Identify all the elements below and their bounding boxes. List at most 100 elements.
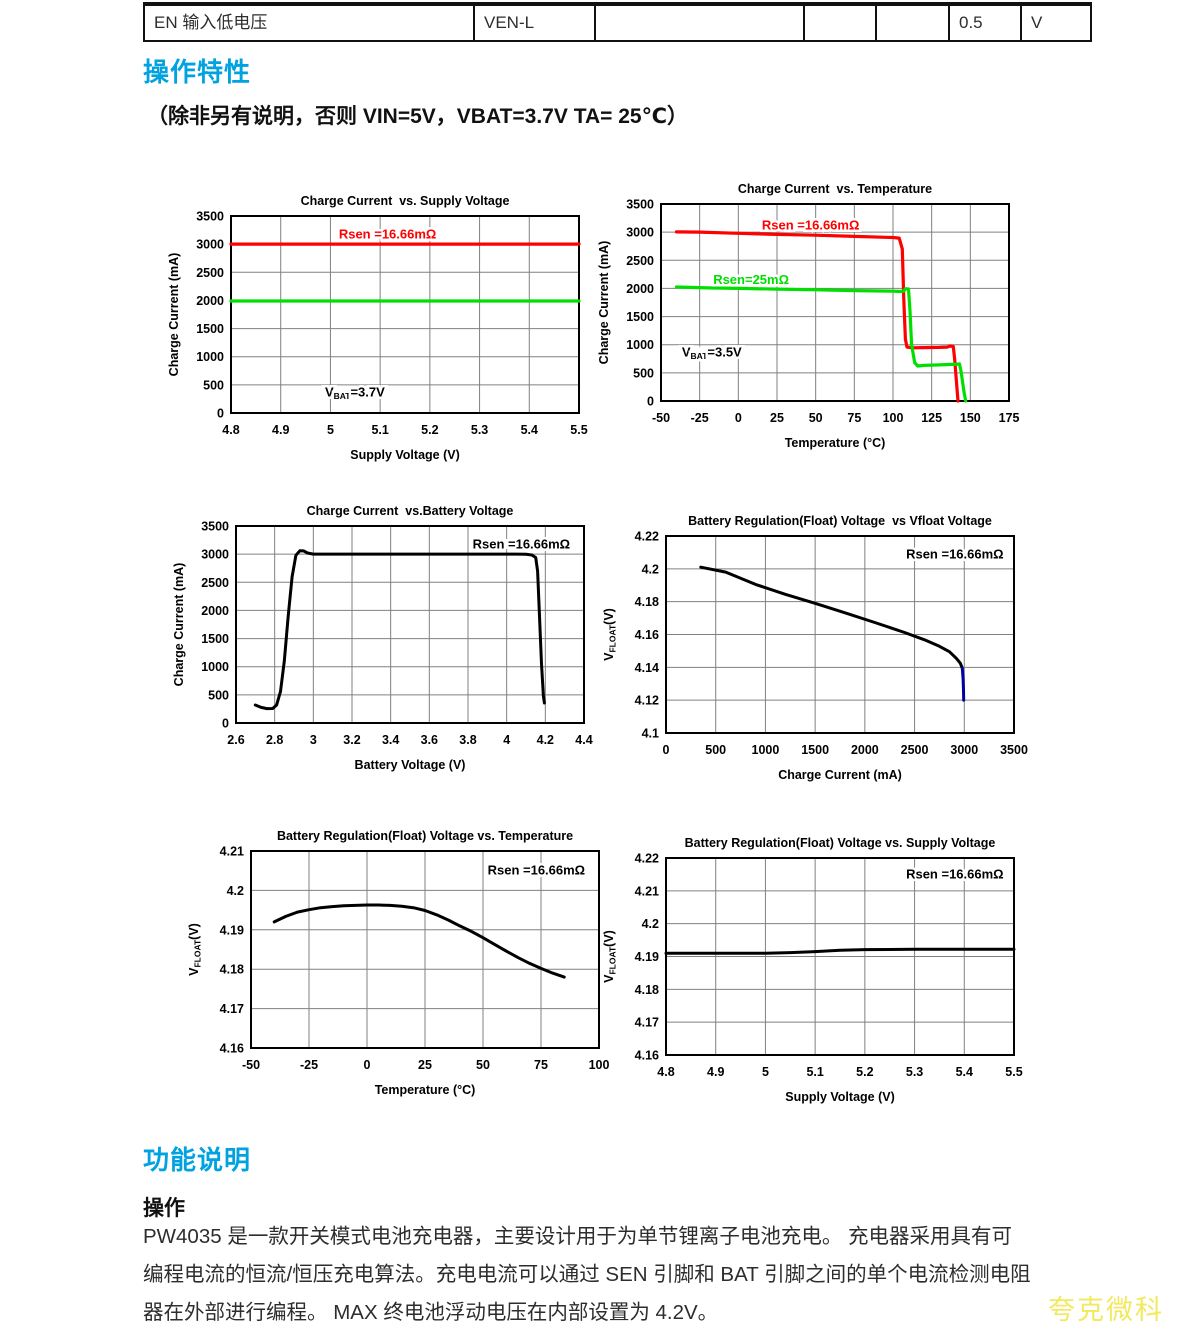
svg-text:2500: 2500 <box>626 254 654 268</box>
svg-text:4.16: 4.16 <box>635 628 659 642</box>
svg-text:4.17: 4.17 <box>635 1016 659 1030</box>
svg-text:Rsen =16.66mΩ: Rsen =16.66mΩ <box>473 537 571 552</box>
chart-float-voltage-vs-charge-current: Battery Regulation(Float) Voltage vs Vfl… <box>598 508 1028 793</box>
svg-text:2.6: 2.6 <box>227 733 244 747</box>
svg-text:5.3: 5.3 <box>471 423 488 437</box>
svg-text:3000: 3000 <box>201 548 229 562</box>
section-title-function-description: 功能说明 <box>143 1145 252 1175</box>
svg-text:4.22: 4.22 <box>635 852 659 866</box>
svg-text:4.19: 4.19 <box>635 950 659 964</box>
svg-text:3000: 3000 <box>196 238 224 252</box>
svg-text:4.16: 4.16 <box>220 1042 244 1056</box>
svg-text:2000: 2000 <box>851 743 879 757</box>
svg-text:VFLOAT(V): VFLOAT(V) <box>602 608 618 661</box>
svg-text:Battery Voltage (V): Battery Voltage (V) <box>355 758 466 772</box>
svg-text:2.8: 2.8 <box>266 733 283 747</box>
svg-text:3500: 3500 <box>1000 743 1028 757</box>
svg-text:0: 0 <box>217 407 224 421</box>
svg-text:500: 500 <box>208 688 229 702</box>
svg-text:Charge Current (mA): Charge Current (mA) <box>778 768 902 782</box>
svg-text:25: 25 <box>418 1058 432 1072</box>
svg-text:1000: 1000 <box>752 743 780 757</box>
svg-text:Charge Current vs. Temperatur: Charge Current vs. Temperature <box>738 182 932 196</box>
svg-text:4.22: 4.22 <box>635 530 659 544</box>
svg-text:2000: 2000 <box>626 282 654 296</box>
chart-svg: Charge Current vs.Battery Voltage 2.6 2.8 3… <box>172 504 593 772</box>
svg-text:50: 50 <box>809 411 823 425</box>
svg-text:4.2: 4.2 <box>642 917 659 931</box>
svg-text:3000: 3000 <box>626 226 654 240</box>
svg-text:150: 150 <box>960 411 981 425</box>
svg-text:4.21: 4.21 <box>635 884 659 898</box>
spec-max: 0.5 <box>950 6 1022 40</box>
svg-text:3000: 3000 <box>950 743 978 757</box>
svg-text:4.9: 4.9 <box>272 423 289 437</box>
svg-text:4.4: 4.4 <box>575 733 592 747</box>
chart-svg: Charge Current vs. Supply Voltage 4.8 4.9 5… <box>167 194 588 462</box>
svg-text:4.9: 4.9 <box>707 1065 724 1079</box>
svg-text:4.17: 4.17 <box>220 1002 244 1016</box>
chart-charge-current-vs-battery-voltage: Charge Current vs.Battery Voltage 2.6 2.8 3… <box>168 498 598 783</box>
chart-charge-current-vs-supply-voltage: Charge Current vs. Supply Voltage 4.8 4.9 5… <box>163 188 593 473</box>
svg-text:4.2: 4.2 <box>227 884 244 898</box>
spec-unit: V <box>1031 13 1043 32</box>
svg-text:3: 3 <box>310 733 317 747</box>
svg-text:3500: 3500 <box>196 210 224 224</box>
svg-text:0: 0 <box>364 1058 371 1072</box>
svg-text:100: 100 <box>883 411 904 425</box>
svg-text:4.18: 4.18 <box>635 983 659 997</box>
svg-text:125: 125 <box>921 411 942 425</box>
svg-text:3500: 3500 <box>201 520 229 534</box>
svg-text:-25: -25 <box>691 411 709 425</box>
spec-min <box>805 6 877 40</box>
svg-text:5.1: 5.1 <box>371 423 388 437</box>
svg-text:2000: 2000 <box>201 604 229 618</box>
svg-text:4.2: 4.2 <box>642 562 659 576</box>
test-conditions-note: （除非另有说明，否则 VIN=5V，VBAT=3.7V TA= 25℃） <box>147 105 689 128</box>
svg-text:Supply Voltage (V): Supply Voltage (V) <box>785 1090 895 1104</box>
spec-typ <box>877 6 950 40</box>
svg-text:0: 0 <box>647 395 654 409</box>
svg-text:0: 0 <box>663 743 670 757</box>
chart-charge-current-vs-temperature: Charge Current vs. Temperature -50 -25 0 25 5… <box>593 176 1023 461</box>
svg-text:Temperature (°C): Temperature (°C) <box>785 436 886 450</box>
svg-text:1500: 1500 <box>801 743 829 757</box>
svg-text:VBAT=3.7V: VBAT=3.7V <box>325 384 385 401</box>
svg-text:Supply Voltage (V): Supply Voltage (V) <box>350 448 460 462</box>
svg-text:2500: 2500 <box>901 743 929 757</box>
svg-text:3.6: 3.6 <box>421 733 438 747</box>
svg-text:2500: 2500 <box>196 266 224 280</box>
svg-text:4.2: 4.2 <box>537 733 554 747</box>
svg-text:4.18: 4.18 <box>220 963 244 977</box>
paragraph-line: 器在外部进行编程。 MAX 终电池浮动电压在内部设置为 4.2V。 <box>143 1301 719 1324</box>
svg-text:3500: 3500 <box>626 198 654 212</box>
svg-text:-50: -50 <box>652 411 670 425</box>
spec-conditions <box>596 6 805 40</box>
chart-float-voltage-vs-temperature: Battery Regulation(Float) Voltage vs. Te… <box>183 823 613 1108</box>
svg-text:500: 500 <box>705 743 726 757</box>
svg-text:4.1: 4.1 <box>642 727 659 741</box>
svg-text:1500: 1500 <box>626 310 654 324</box>
svg-text:Charge Current (mA): Charge Current (mA) <box>172 563 186 687</box>
svg-text:-25: -25 <box>300 1058 318 1072</box>
chart-svg: Charge Current vs. Temperature -50 -25 0 25 5… <box>597 182 1019 450</box>
spec-symbol: VEN-L <box>475 6 596 40</box>
svg-text:3.2: 3.2 <box>343 733 360 747</box>
subsection-title-operation: 操作 <box>143 1197 185 1220</box>
svg-text:5: 5 <box>327 423 334 437</box>
svg-text:1000: 1000 <box>626 338 654 352</box>
chart-svg: Battery Regulation(Float) Voltage vs Vfl… <box>602 514 1028 782</box>
svg-text:5.1: 5.1 <box>806 1065 823 1079</box>
svg-text:75: 75 <box>847 411 861 425</box>
svg-text:5.2: 5.2 <box>421 423 438 437</box>
svg-text:3.4: 3.4 <box>382 733 399 747</box>
svg-text:25: 25 <box>770 411 784 425</box>
svg-text:500: 500 <box>633 366 654 380</box>
chart-svg: Battery Regulation(Float) Voltage vs. Su… <box>602 836 1023 1104</box>
svg-text:Charge Current (mA): Charge Current (mA) <box>597 241 611 365</box>
svg-text:3.8: 3.8 <box>459 733 476 747</box>
svg-text:Charge Current (mA): Charge Current (mA) <box>167 253 181 377</box>
svg-text:Charge Current vs.Battery Vol: Charge Current vs.Battery Voltage <box>307 504 514 518</box>
svg-text:VBAT=3.5V: VBAT=3.5V <box>682 345 742 362</box>
svg-text:4.18: 4.18 <box>635 595 659 609</box>
